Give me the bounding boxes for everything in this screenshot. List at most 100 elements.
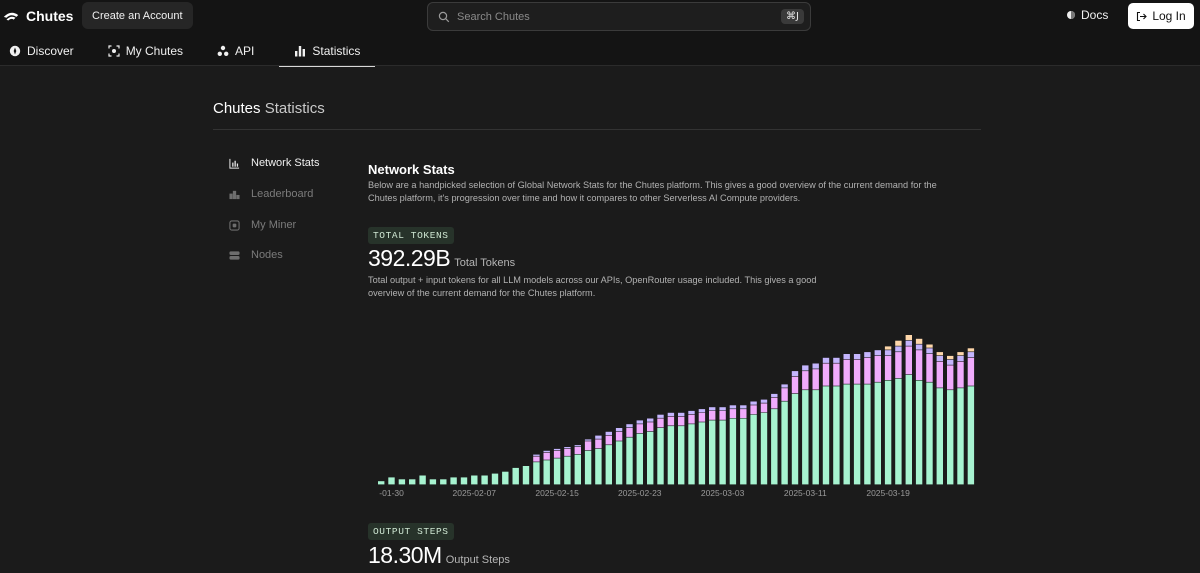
bar-purple-35 — [740, 405, 747, 409]
bar-green-47 — [864, 384, 871, 485]
login-button[interactable]: Log In — [1128, 3, 1194, 29]
sidebar-item-nodes[interactable]: Nodes — [229, 249, 283, 261]
bar-pink-26 — [647, 422, 654, 432]
bar-green-45 — [843, 384, 850, 485]
bar-pink-16 — [543, 452, 550, 460]
tab-my-chutes[interactable]: My Chutes — [99, 36, 192, 66]
bar-peach-53 — [926, 344, 933, 348]
bar-purple-48 — [874, 350, 881, 356]
bar-pink-24 — [626, 428, 633, 437]
bar-purple-25 — [636, 420, 643, 424]
bar-pink-20 — [584, 441, 592, 451]
bar-purple-50 — [895, 346, 902, 352]
output-steps-stat: 18.30M Output Steps — [368, 542, 510, 569]
bar-purple-55 — [947, 359, 954, 365]
bar-pink-38 — [771, 397, 778, 409]
search-input[interactable]: Search Chutes — [457, 10, 530, 23]
search-bar[interactable]: Search Chutes ⌘J — [427, 2, 811, 31]
bar-green-10 — [481, 475, 488, 485]
bar-purple-31 — [698, 409, 706, 413]
bar-green-12 — [502, 471, 509, 485]
tab-statistics[interactable]: Statistics — [279, 36, 376, 67]
bar-green-3 — [409, 479, 416, 485]
bar-pink-43 — [822, 363, 830, 386]
page-title: Chutes Statistics — [213, 100, 325, 117]
bar-green-48 — [874, 382, 881, 485]
bar-green-13 — [512, 467, 519, 485]
search-shortcut-badge: ⌘J — [781, 9, 804, 24]
create-account-button[interactable]: Create an Account — [82, 2, 193, 29]
brand-logo[interactable]: Chutes — [2, 4, 73, 28]
sidebar-item-my-miner[interactable]: My Miner — [229, 219, 296, 231]
bar-green-36 — [750, 414, 757, 485]
main-nav: Discover My Chutes API Statistics — [0, 36, 376, 67]
api-nodes-icon — [217, 45, 229, 56]
bar-green-20 — [584, 450, 592, 485]
bar-peach-57 — [967, 348, 975, 352]
sidebar-item-label: Nodes — [251, 249, 283, 261]
sidebar-item-leaderboard[interactable]: Leaderboard — [229, 188, 313, 200]
bar-purple-36 — [750, 401, 757, 405]
bar-peach-50 — [895, 340, 902, 346]
x-tick-label: 2025-03-19 — [866, 488, 910, 498]
bar-pink-25 — [636, 424, 643, 434]
bar-pink-45 — [843, 359, 850, 384]
page-title-light: Statistics — [264, 100, 325, 117]
bar-purple-38 — [771, 393, 778, 398]
section-description: Below are a handpicked selection of Glob… — [368, 180, 937, 203]
bar-purple-29 — [678, 412, 685, 416]
bar-purple-54 — [936, 355, 943, 361]
bar-purple-53 — [926, 348, 933, 354]
bar-green-57 — [967, 386, 975, 485]
bar-green-34 — [729, 418, 737, 485]
bar-pink-18 — [564, 448, 571, 456]
login-label: Log In — [1152, 9, 1186, 23]
x-tick-label: 2025-03-03 — [701, 488, 745, 498]
bar-purple-23 — [615, 428, 623, 432]
tab-api[interactable]: API — [208, 36, 263, 66]
bar-green-40 — [791, 393, 799, 485]
bar-purple-17 — [553, 448, 561, 451]
chart-bars — [378, 335, 975, 485]
output-steps-badge: OUTPUT STEPS — [368, 523, 454, 540]
bar-pink-56 — [957, 361, 964, 388]
bar-peach-51 — [905, 335, 912, 341]
sidebar-item-label: My Miner — [251, 219, 297, 231]
total-tokens-unit: Total Tokens — [454, 257, 516, 269]
bar-green-23 — [615, 441, 623, 485]
bar-green-6 — [440, 479, 447, 485]
bar-purple-49 — [884, 350, 892, 356]
bar-green-31 — [698, 422, 706, 485]
bar-purple-45 — [843, 354, 850, 360]
bar-pink-39 — [781, 388, 788, 401]
sidebar-item-network-stats[interactable]: Network Stats — [229, 157, 319, 169]
bar-peach-49 — [884, 346, 892, 350]
docs-label: Docs — [1081, 8, 1109, 22]
bar-pink-30 — [688, 414, 695, 424]
bar-pink-55 — [947, 365, 954, 390]
bar-pink-47 — [864, 357, 871, 384]
docs-link[interactable]: Docs — [1066, 8, 1108, 22]
bar-purple-32 — [709, 407, 716, 411]
tab-discover[interactable]: Discover — [0, 36, 83, 66]
bar-green-56 — [957, 388, 964, 485]
bar-green-0 — [378, 481, 385, 485]
bar-purple-44 — [833, 357, 840, 363]
output-steps-value: 18.30M — [368, 542, 442, 568]
bar-green-52 — [915, 380, 923, 485]
bar-purple-27 — [657, 414, 664, 418]
search-icon — [438, 11, 450, 22]
bar-green-49 — [884, 380, 892, 485]
chip-icon — [229, 219, 240, 231]
bar-purple-16 — [543, 450, 550, 453]
bar-purple-30 — [688, 410, 695, 415]
bar-green-7 — [450, 477, 457, 485]
bar-green-24 — [626, 437, 633, 485]
bar-pink-29 — [678, 416, 685, 426]
bar-pink-34 — [729, 409, 737, 418]
bar-green-9 — [471, 475, 478, 485]
bar-green-16 — [543, 460, 550, 485]
bar-pink-33 — [719, 410, 726, 420]
podium-icon — [229, 190, 240, 199]
bar-purple-41 — [802, 365, 809, 371]
